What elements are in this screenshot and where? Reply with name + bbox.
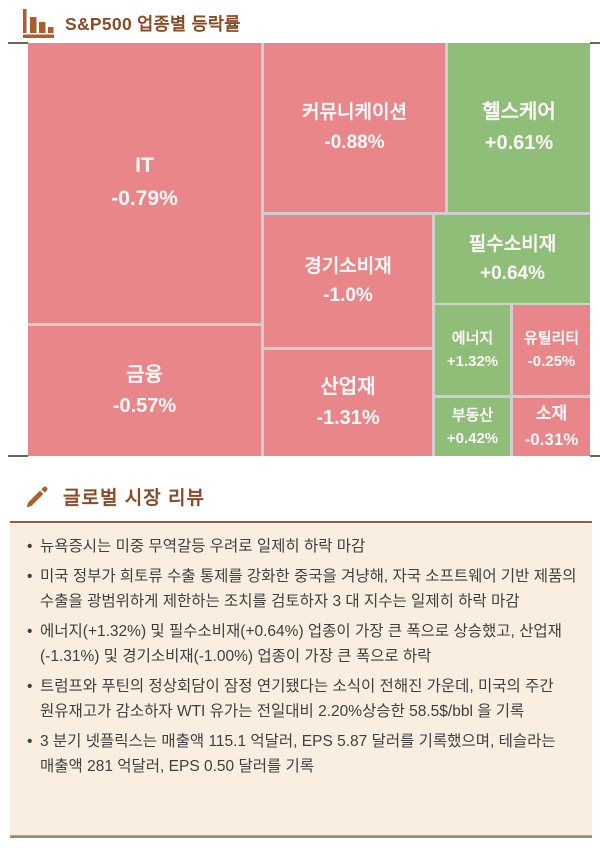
review-bullet: 뉴욕증시는 미중 무역갈등 우려로 일제히 하락 마감 bbox=[24, 535, 578, 560]
treemap-frame-tick bbox=[590, 455, 600, 457]
treemap-frame-tick bbox=[8, 455, 28, 457]
treemap-frame-tick bbox=[8, 42, 28, 44]
block-value: +0.61% bbox=[484, 131, 554, 154]
block-label: 경기소비재 bbox=[304, 255, 392, 277]
review-bullet-list: 뉴욕증시는 미중 무역갈등 우려로 일제히 하락 마감 미국 정부가 희토류 수… bbox=[24, 535, 578, 779]
review-divider-bottom bbox=[10, 835, 592, 838]
treemap-block-real-estate: 부동산 +0.42% bbox=[435, 398, 510, 456]
block-value: +0.64% bbox=[480, 263, 545, 284]
block-label: 필수소비재 bbox=[468, 233, 557, 255]
block-label: 산업재 bbox=[320, 376, 376, 398]
block-label: 에너지 bbox=[451, 329, 494, 347]
treemap-block-consumer-discretionary: 경기소비재 -1.0% bbox=[264, 215, 432, 347]
block-value: -1.31% bbox=[316, 407, 380, 429]
bar-chart-icon bbox=[23, 9, 54, 38]
block-label: 유틸리티 bbox=[523, 329, 580, 347]
block-value: -0.31% bbox=[524, 430, 579, 449]
treemap-block-consumer-staples: 필수소비재 +0.64% bbox=[435, 215, 590, 303]
review-bullet: 미국 정부가 희토류 수출 통제를 강화한 중국을 겨냥해, 자국 소프트웨어 … bbox=[24, 565, 578, 614]
review-title: 글로벌 시장 리뷰 bbox=[63, 488, 205, 509]
review-bullet: 3 분기 넷플릭스는 매출액 115.1 억달러, EPS 5.87 달러를 기… bbox=[24, 730, 578, 779]
review-box: 뉴욕증시는 미중 무역갈등 우려로 일제히 하락 마감 미국 정부가 희토류 수… bbox=[10, 524, 592, 835]
review-bullet: 에너지(+1.32%) 및 필수소비재(+0.64%) 업종이 가장 큰 폭으로… bbox=[24, 620, 578, 669]
block-label: 헬스케어 bbox=[482, 100, 556, 123]
treemap-block-industrials: 산업재 -1.31% bbox=[264, 350, 432, 456]
sp500-section-header: S&P500 업종별 등락률 bbox=[22, 9, 241, 38]
pen-icon bbox=[26, 486, 48, 508]
block-value: -0.79% bbox=[111, 187, 178, 210]
treemap-block-communication: 커뮤니케이션 -0.88% bbox=[264, 43, 445, 212]
block-value: -0.88% bbox=[324, 131, 385, 153]
treemap-block-energy: 에너지 +1.32% bbox=[435, 305, 510, 395]
block-value: -0.25% bbox=[527, 353, 576, 370]
block-value: +1.32% bbox=[446, 353, 499, 370]
block-label: 소재 bbox=[535, 403, 568, 423]
block-label: 커뮤니케이션 bbox=[302, 102, 407, 124]
review-section-header: 글로벌 시장 리뷰 bbox=[24, 483, 205, 510]
block-label: 금융 bbox=[126, 364, 163, 386]
treemap-block-materials: 소재 -0.31% bbox=[513, 398, 590, 456]
sp500-treemap: IT -0.79% 금융 -0.57% 커뮤니케이션 -0.88% 경기소비재 … bbox=[28, 43, 590, 456]
block-label: IT bbox=[135, 154, 154, 178]
treemap-block-it: IT -0.79% bbox=[28, 43, 261, 323]
block-label: 부동산 bbox=[451, 406, 494, 424]
sp500-title: S&P500 업종별 등락률 bbox=[65, 14, 241, 34]
block-value: -1.0% bbox=[323, 285, 373, 306]
treemap-block-utilities: 유틸리티 -0.25% bbox=[513, 305, 590, 395]
block-value: +0.42% bbox=[446, 430, 499, 447]
treemap-block-healthcare: 헬스케어 +0.61% bbox=[448, 43, 590, 212]
treemap-block-financials: 금융 -0.57% bbox=[28, 326, 261, 456]
treemap-frame-tick bbox=[590, 42, 600, 44]
review-bullet: 트럼프와 푸틴의 정상회담이 잠정 연기됐다는 소식이 전해진 가운데, 미국의… bbox=[24, 675, 578, 724]
block-value: -0.57% bbox=[112, 395, 177, 417]
review-divider-top bbox=[10, 521, 592, 523]
